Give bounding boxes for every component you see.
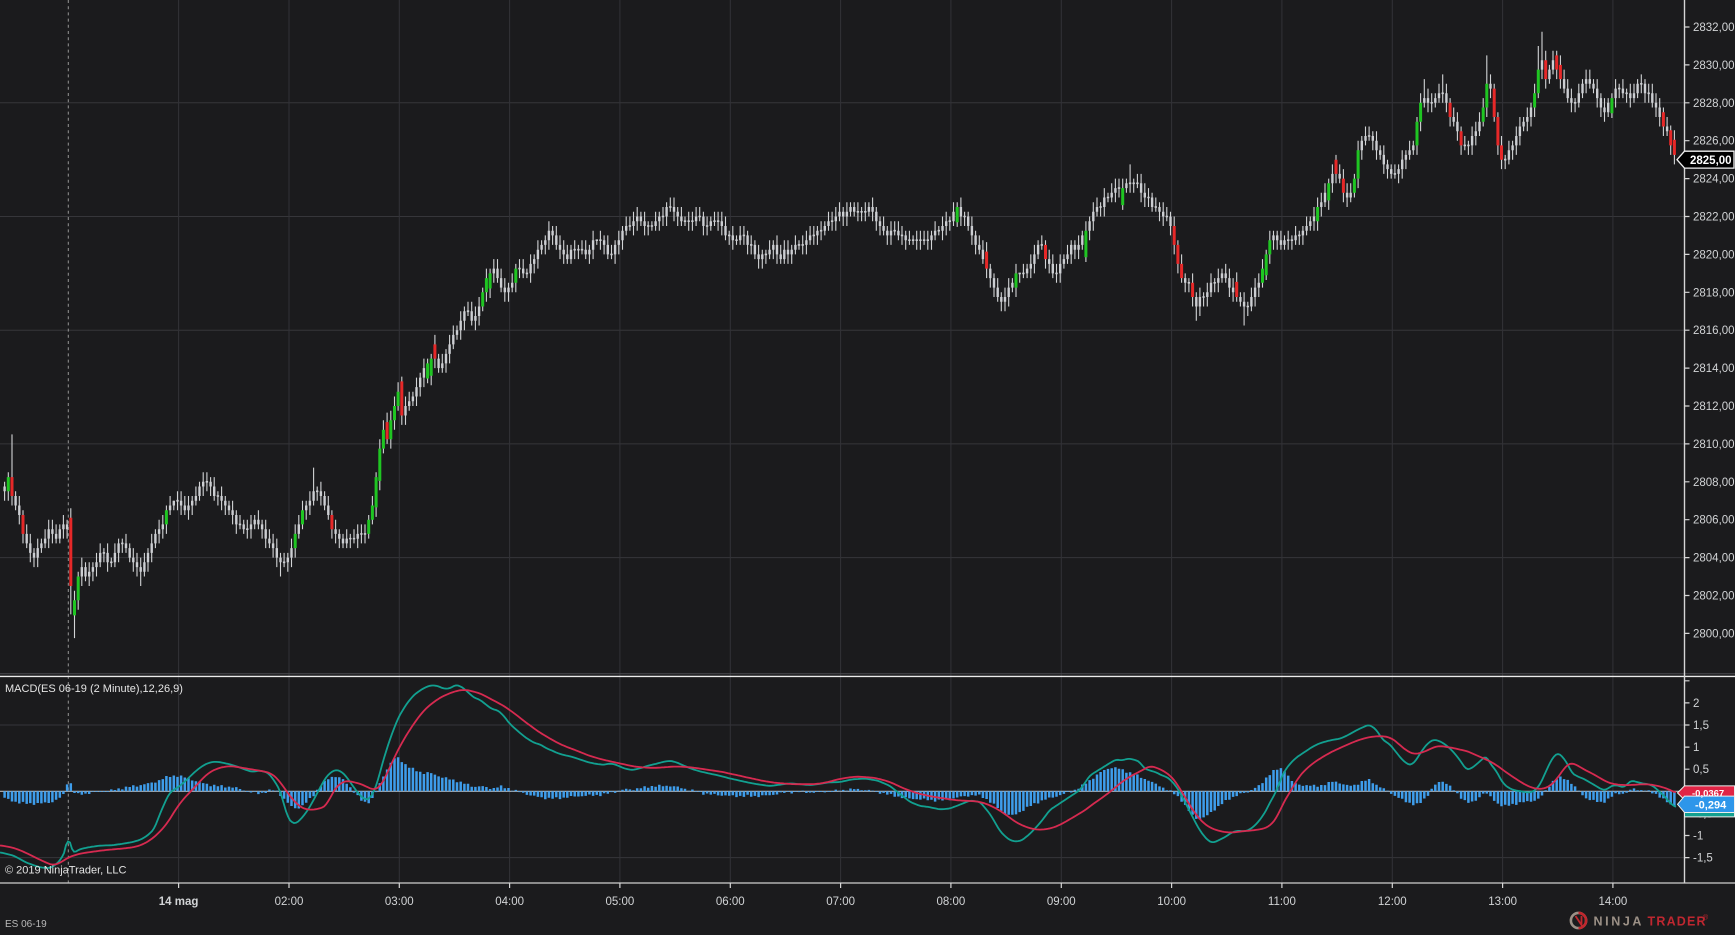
svg-text:1,5: 1,5 bbox=[1693, 720, 1709, 732]
svg-text:2814,00: 2814,00 bbox=[1693, 363, 1735, 375]
svg-text:06:00: 06:00 bbox=[716, 896, 745, 908]
svg-text:2822,00: 2822,00 bbox=[1693, 212, 1735, 224]
svg-text:TRADER: TRADER bbox=[1648, 915, 1707, 929]
svg-text:10:00: 10:00 bbox=[1157, 896, 1186, 908]
svg-text:2818,00: 2818,00 bbox=[1693, 287, 1735, 299]
svg-text:04:00: 04:00 bbox=[495, 896, 524, 908]
svg-text:2812,00: 2812,00 bbox=[1693, 401, 1735, 413]
svg-text:®: ® bbox=[1703, 914, 1709, 922]
svg-text:MACD(ES 06-19 (2 Minute),12,26: MACD(ES 06-19 (2 Minute),12,26,9) bbox=[5, 683, 183, 695]
svg-text:2810,00: 2810,00 bbox=[1693, 439, 1735, 451]
svg-text:0,5: 0,5 bbox=[1693, 764, 1709, 776]
svg-text:2832,00: 2832,00 bbox=[1693, 22, 1735, 34]
svg-text:2828,00: 2828,00 bbox=[1693, 98, 1735, 110]
svg-text:ES 06-19: ES 06-19 bbox=[5, 919, 47, 930]
svg-text:08:00: 08:00 bbox=[937, 896, 966, 908]
svg-text:03:00: 03:00 bbox=[385, 896, 414, 908]
svg-text:13:00: 13:00 bbox=[1488, 896, 1517, 908]
svg-text:2824,00: 2824,00 bbox=[1693, 174, 1735, 186]
svg-text:07:00: 07:00 bbox=[826, 896, 855, 908]
svg-text:© 2019 NinjaTrader, LLC: © 2019 NinjaTrader, LLC bbox=[5, 865, 126, 877]
svg-text:-1,5: -1,5 bbox=[1693, 853, 1713, 865]
svg-text:12:00: 12:00 bbox=[1378, 896, 1407, 908]
svg-text:2806,00: 2806,00 bbox=[1693, 515, 1735, 527]
svg-text:NINJA: NINJA bbox=[1594, 915, 1645, 929]
svg-text:14 mag: 14 mag bbox=[159, 896, 199, 908]
svg-text:2800,00: 2800,00 bbox=[1693, 628, 1735, 640]
svg-text:2808,00: 2808,00 bbox=[1693, 477, 1735, 489]
svg-text:02:00: 02:00 bbox=[275, 896, 304, 908]
svg-text:-0,294: -0,294 bbox=[1695, 799, 1727, 811]
svg-text:2825,00: 2825,00 bbox=[1690, 155, 1732, 167]
svg-text:2802,00: 2802,00 bbox=[1693, 591, 1735, 603]
svg-text:11:00: 11:00 bbox=[1268, 896, 1296, 908]
svg-text:-0,0367: -0,0367 bbox=[1692, 788, 1724, 799]
svg-text:2820,00: 2820,00 bbox=[1693, 249, 1735, 261]
svg-text:14:00: 14:00 bbox=[1599, 896, 1628, 908]
svg-text:2: 2 bbox=[1693, 698, 1699, 710]
svg-text:05:00: 05:00 bbox=[606, 896, 635, 908]
svg-text:2826,00: 2826,00 bbox=[1693, 136, 1735, 148]
svg-text:2804,00: 2804,00 bbox=[1693, 553, 1735, 565]
svg-text:2816,00: 2816,00 bbox=[1693, 325, 1735, 337]
svg-text:2830,00: 2830,00 bbox=[1693, 60, 1735, 72]
svg-text:1: 1 bbox=[1693, 742, 1699, 754]
svg-text:-1: -1 bbox=[1693, 831, 1703, 843]
svg-text:09:00: 09:00 bbox=[1047, 896, 1076, 908]
